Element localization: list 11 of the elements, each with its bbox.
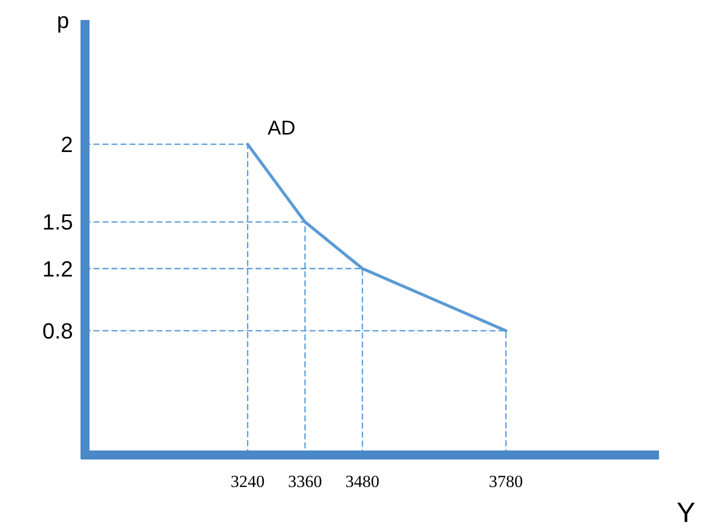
y-tick-label: 2 [60, 132, 73, 157]
x-tick-label: 3780 [488, 472, 523, 491]
y-tick-label: 1.2 [42, 256, 73, 282]
y-tick-label: 1.5 [42, 210, 73, 235]
x-axis-title: Y [676, 497, 696, 528]
x-tick-label: 3480 [345, 472, 380, 491]
y-tick-label: 0.8 [42, 318, 73, 344]
x-tick-label: 3360 [288, 472, 322, 491]
x-tick-label: 3240 [230, 472, 265, 491]
series-label: AD [268, 117, 296, 140]
y-axis-title: p [56, 8, 70, 33]
